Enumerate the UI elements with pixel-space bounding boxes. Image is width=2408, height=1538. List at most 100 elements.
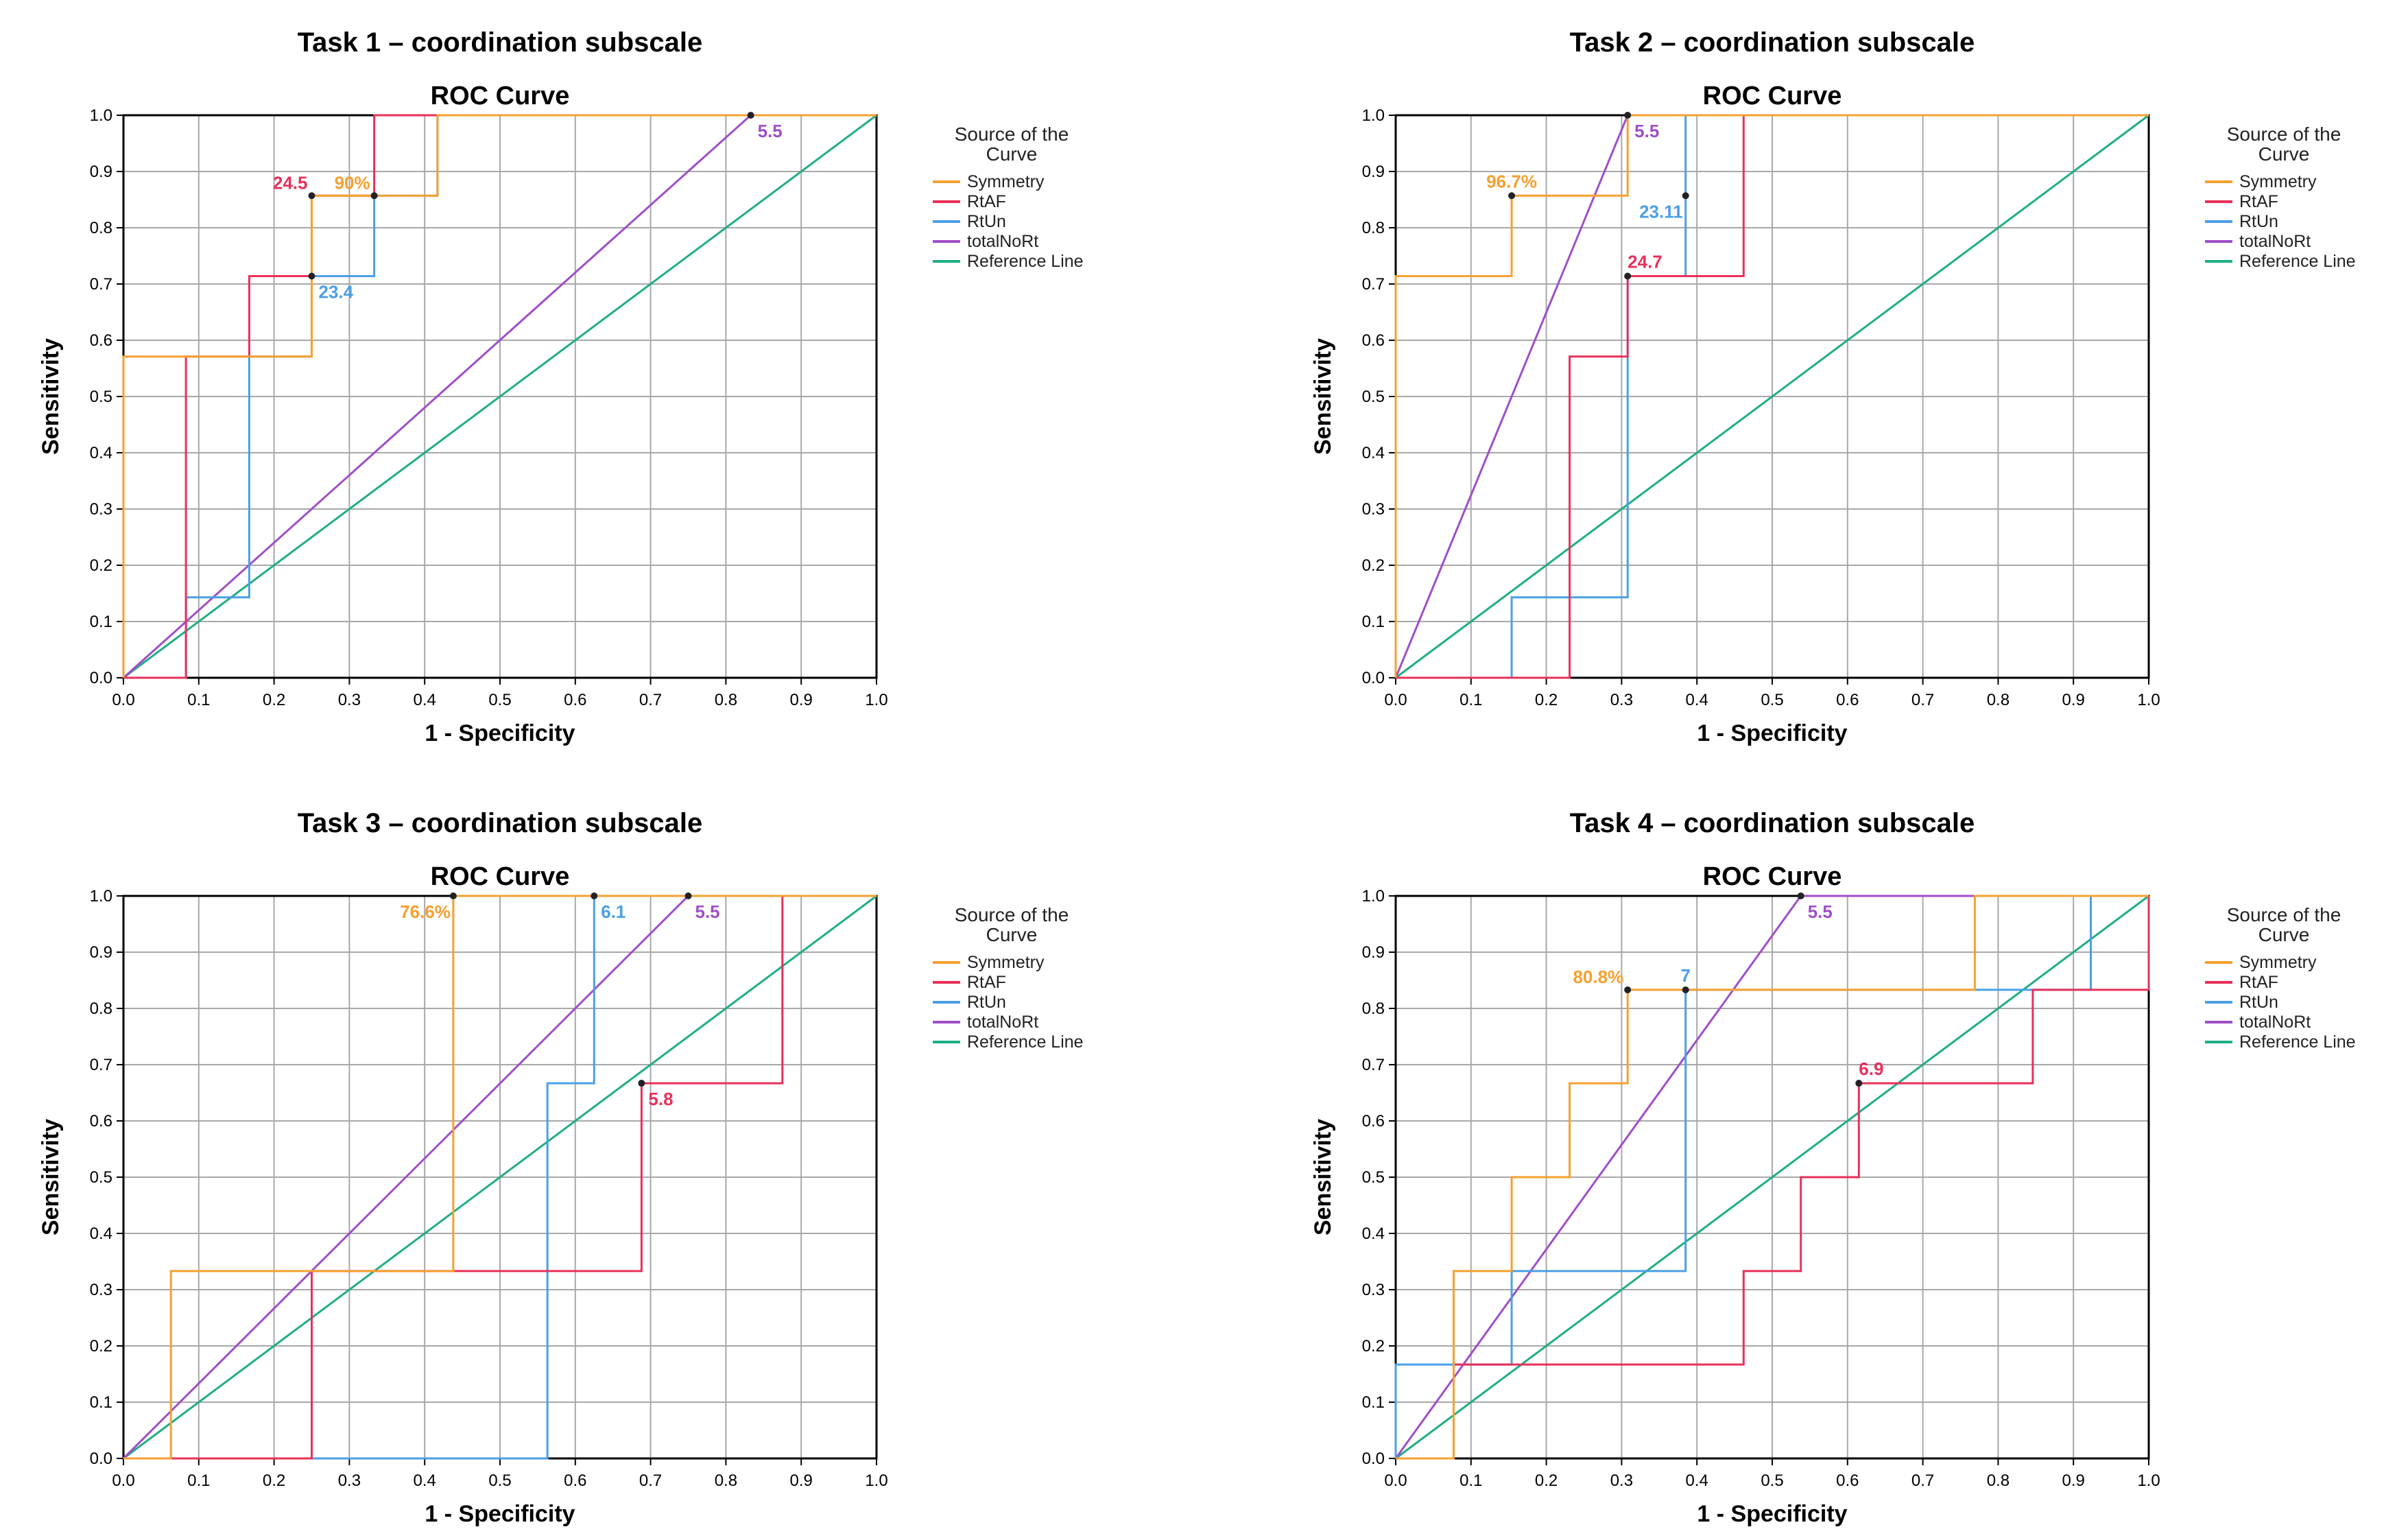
cutpoint-label-totalnort: 5.5	[1808, 901, 1833, 922]
cutpoint-marker	[1855, 1080, 1863, 1087]
y-tick-label: 0.0	[90, 1450, 112, 1468]
y-tick-label: 0.7	[1362, 275, 1385, 294]
series-line-rtun	[1396, 114, 2149, 679]
y-tick-label: 0.1	[1362, 613, 1385, 631]
x-tick-label: 0.9	[790, 1471, 813, 1490]
x-tick-label: 0.2	[1535, 1471, 1558, 1490]
cutpoint-marker	[1624, 272, 1632, 280]
series-line-rtaf	[123, 114, 877, 679]
x-tick-label: 0.1	[1459, 1471, 1482, 1490]
x-axis-label: 1 - Specificity	[425, 720, 575, 746]
x-tick-label: 0.0	[1384, 1471, 1407, 1490]
cutpoint-label-rtun: 23.4	[319, 282, 354, 303]
legend-label-totalnort: totalNoRt	[967, 1013, 1038, 1032]
y-tick-label: 0.8	[90, 219, 112, 237]
legend-label-reference-line: Reference Line	[967, 1032, 1084, 1052]
series-line-symmetry	[123, 895, 877, 1460]
x-tick-label: 0.4	[414, 691, 436, 709]
x-tick-label: 0.4	[414, 1471, 436, 1490]
y-axis-label: Sensitivity	[1310, 338, 1336, 455]
y-tick-label: 0.2	[1362, 556, 1385, 575]
x-tick-label: 0.7	[1911, 1471, 1934, 1490]
x-tick-label: 0.3	[1610, 1471, 1633, 1490]
cutpoint-marker	[1624, 112, 1632, 119]
legend-title: Source of the	[2227, 904, 2341, 925]
cutpoint-marker	[1682, 986, 1689, 993]
y-tick-label: 0.5	[90, 388, 112, 406]
cutpoint-label-rtun: 7	[1680, 965, 1690, 986]
x-tick-label: 0.5	[488, 691, 511, 709]
legend-label-rtaf: RtAF	[2239, 192, 2278, 211]
y-tick-label: 0.1	[1362, 1393, 1385, 1412]
y-tick-label: 0.7	[90, 275, 112, 294]
panel-title: Task 1 – coordination subscale	[298, 27, 703, 58]
y-tick-label: 0.3	[90, 1281, 112, 1299]
y-tick-label: 0.4	[1362, 444, 1385, 462]
x-tick-label: 0.7	[639, 691, 662, 709]
x-tick-label: 0.0	[112, 691, 134, 709]
cutpoint-label-symmetry: 96.7%	[1486, 171, 1537, 191]
x-tick-label: 0.6	[1836, 1471, 1859, 1490]
x-tick-label: 0.6	[564, 1471, 586, 1490]
x-tick-label: 0.8	[1987, 691, 2010, 709]
y-tick-label: 0.9	[90, 943, 112, 962]
y-tick-label: 0.2	[90, 1337, 112, 1356]
series-line-rtun	[1394, 895, 2149, 1458]
x-tick-label: 1.0	[2137, 691, 2160, 709]
x-tick-label: 0.3	[1610, 691, 1633, 709]
y-tick-label: 0.9	[1362, 163, 1385, 181]
legend-label-symmetry: Symmetry	[967, 953, 1045, 972]
cutpoint-marker	[638, 1080, 645, 1087]
y-tick-label: 0.7	[90, 1056, 112, 1074]
chart-title: ROC Curve	[431, 862, 570, 891]
x-tick-label: 0.3	[338, 1471, 361, 1490]
y-tick-label: 0.0	[90, 669, 112, 687]
x-axis-label: 1 - Specificity	[425, 1501, 575, 1527]
x-tick-label: 0.2	[263, 1471, 285, 1490]
y-axis-label: Sensitivity	[38, 338, 64, 455]
y-tick-label: 0.6	[1362, 331, 1385, 350]
legend-label-rtaf: RtAF	[967, 192, 1006, 211]
cutpoint-label-rtaf: 5.8	[648, 1089, 673, 1109]
panel-title: Task 4 – coordination subscale	[1570, 808, 1975, 838]
x-tick-label: 0.8	[715, 1471, 737, 1490]
x-tick-label: 0.3	[338, 691, 361, 709]
chart-title: ROC Curve	[1703, 82, 1842, 110]
cutpoint-label-rtun: 23.11	[1639, 201, 1683, 222]
y-tick-label: 0.8	[90, 999, 112, 1018]
x-tick-label: 0.9	[790, 691, 813, 709]
cutpoint-marker	[308, 192, 315, 200]
y-tick-label: 0.8	[1362, 999, 1385, 1018]
y-tick-label: 0.2	[1362, 1337, 1385, 1356]
legend-title: Curve	[986, 143, 1038, 165]
y-tick-label: 0.8	[1362, 219, 1385, 237]
y-tick-label: 0.4	[90, 444, 112, 462]
legend-label-rtun: RtUn	[967, 212, 1006, 231]
x-tick-label: 0.9	[2062, 1471, 2085, 1490]
cutpoint-label-totalnort: 5.5	[695, 901, 720, 922]
legend-title: Source of the	[2227, 123, 2341, 145]
cutpoint-marker	[591, 892, 598, 899]
x-tick-label: 0.5	[488, 1471, 511, 1490]
series-line-rtaf	[123, 895, 877, 1460]
x-tick-label: 0.5	[1761, 691, 1783, 709]
legend-label-reference-line: Reference Line	[2239, 252, 2356, 271]
x-tick-label: 1.0	[865, 691, 887, 709]
x-tick-label: 1.0	[865, 1471, 887, 1490]
cutpoint-marker	[684, 892, 692, 899]
series-line-rtaf	[1396, 114, 2149, 679]
legend-label-symmetry: Symmetry	[2239, 172, 2317, 191]
y-axis-label: Sensitivity	[38, 1119, 64, 1235]
legend-title: Source of the	[955, 123, 1069, 145]
x-tick-label: 0.9	[2062, 691, 2085, 709]
x-tick-label: 0.1	[1459, 691, 1482, 709]
x-tick-label: 0.2	[263, 691, 285, 709]
x-tick-label: 0.6	[1836, 691, 1859, 709]
y-tick-label: 1.0	[1362, 887, 1385, 906]
y-tick-label: 0.3	[1362, 1281, 1385, 1299]
cutpoint-marker	[1682, 192, 1689, 200]
cutpoint-label-totalnort: 5.5	[1634, 121, 1659, 141]
legend-label-symmetry: Symmetry	[2239, 953, 2317, 972]
y-axis-label: Sensitivity	[1310, 1119, 1336, 1235]
legend-title: Source of the	[955, 904, 1069, 925]
